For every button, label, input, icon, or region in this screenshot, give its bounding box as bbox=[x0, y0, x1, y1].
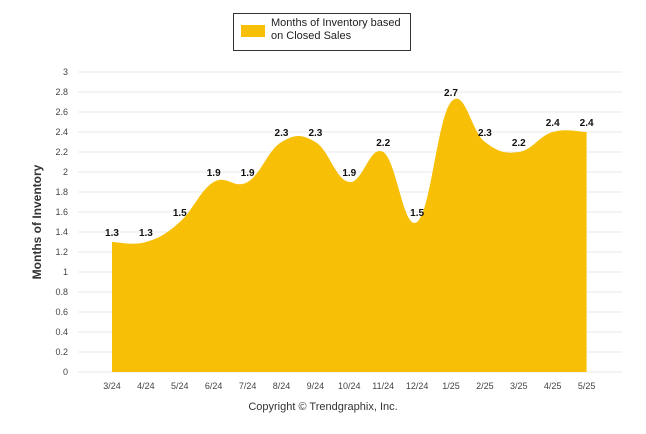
x-tick-label-3: 6/24 bbox=[205, 381, 223, 391]
data-point-7 bbox=[348, 181, 351, 184]
data-label-3: 1.9 bbox=[207, 168, 221, 179]
data-label-7: 1.9 bbox=[342, 168, 356, 179]
area-fill bbox=[112, 98, 587, 372]
data-point-0 bbox=[111, 241, 114, 244]
y-tick-label-0: 0 bbox=[63, 367, 68, 377]
data-point-13 bbox=[551, 131, 554, 134]
data-label-11: 2.3 bbox=[478, 128, 492, 139]
data-point-8 bbox=[382, 151, 385, 154]
data-label-13: 2.4 bbox=[546, 118, 560, 129]
data-point-14 bbox=[585, 131, 588, 134]
y-tick-label-1: 0.2 bbox=[55, 347, 68, 357]
y-axis-ticks: 0 0.2 0.4 0.6 0.8 1 1.2 1.4 1.6 1.8 2 2.2 2.4 2.6 2.8 3 bbox=[55, 67, 68, 377]
x-tick-label-0: 3/24 bbox=[103, 381, 121, 391]
legend-swatch bbox=[241, 25, 265, 37]
data-point-3 bbox=[212, 181, 215, 184]
legend-label-line1: Months of Inventory based bbox=[271, 17, 401, 29]
data-point-10 bbox=[450, 101, 453, 104]
y-tick-label-11: 2.2 bbox=[55, 147, 68, 157]
data-point-12 bbox=[517, 151, 520, 154]
x-axis-ticks: 3/24 4/24 5/24 6/24 7/24 8/24 9/24 10/24 11/24 12… bbox=[103, 381, 595, 391]
y-tick-label-5: 1 bbox=[63, 267, 68, 277]
y-tick-label-4: 0.8 bbox=[55, 287, 68, 297]
x-tick-label-10: 1/25 bbox=[442, 381, 460, 391]
y-tick-label-13: 2.6 bbox=[55, 107, 68, 117]
data-label-6: 2.3 bbox=[308, 128, 322, 139]
data-label-12: 2.2 bbox=[512, 138, 526, 149]
y-tick-label-14: 2.8 bbox=[55, 87, 68, 97]
data-label-2: 1.5 bbox=[173, 208, 187, 219]
copyright-footer: Copyright © Trendgraphix, Inc. bbox=[248, 401, 398, 413]
y-tick-label-2: 0.4 bbox=[55, 327, 68, 337]
x-tick-label-1: 4/24 bbox=[137, 381, 155, 391]
data-label-10: 2.7 bbox=[444, 88, 458, 99]
data-label-5: 2.3 bbox=[275, 128, 289, 139]
data-label-0: 1.3 bbox=[105, 228, 119, 239]
x-tick-label-11: 2/25 bbox=[476, 381, 494, 391]
data-point-4 bbox=[246, 181, 249, 184]
x-tick-label-13: 4/25 bbox=[544, 381, 562, 391]
data-point-9 bbox=[416, 221, 419, 224]
y-tick-label-3: 0.6 bbox=[55, 307, 68, 317]
data-label-1: 1.3 bbox=[139, 228, 153, 239]
y-tick-label-10: 2 bbox=[63, 167, 68, 177]
data-point-11 bbox=[483, 141, 486, 144]
y-tick-label-12: 2.4 bbox=[55, 127, 68, 137]
x-tick-label-14: 5/25 bbox=[578, 381, 596, 391]
data-label-14: 2.4 bbox=[580, 118, 594, 129]
x-tick-label-5: 8/24 bbox=[273, 381, 291, 391]
data-point-6 bbox=[314, 141, 317, 144]
data-label-8: 2.2 bbox=[376, 138, 390, 149]
data-labels: 1.3 1.3 1.5 1.9 1.9 2.3 2.3 1.9 2.2 1.5 2.7 2.3 2.2 2… bbox=[105, 88, 594, 239]
x-tick-label-4: 7/24 bbox=[239, 381, 257, 391]
x-tick-label-7: 10/24 bbox=[338, 381, 361, 391]
x-tick-label-6: 9/24 bbox=[307, 381, 325, 391]
y-tick-label-7: 1.4 bbox=[55, 227, 68, 237]
legend-label-line2: on Closed Sales bbox=[271, 30, 352, 42]
data-point-1 bbox=[144, 241, 147, 244]
y-tick-label-8: 1.6 bbox=[55, 207, 68, 217]
data-point-5 bbox=[280, 141, 283, 144]
x-tick-label-9: 12/24 bbox=[406, 381, 429, 391]
y-tick-label-15: 3 bbox=[63, 67, 68, 77]
y-tick-label-9: 1.8 bbox=[55, 187, 68, 197]
legend: Months of Inventory based on Closed Sale… bbox=[233, 13, 411, 51]
x-tick-label-12: 3/25 bbox=[510, 381, 528, 391]
data-label-9: 1.5 bbox=[410, 208, 424, 219]
data-label-4: 1.9 bbox=[241, 168, 255, 179]
x-tick-label-8: 11/24 bbox=[372, 381, 394, 391]
y-axis-title: Months of Inventory bbox=[30, 164, 44, 279]
data-point-2 bbox=[178, 221, 181, 224]
area-series bbox=[111, 98, 588, 372]
y-tick-label-6: 1.2 bbox=[55, 247, 68, 257]
x-tick-label-2: 5/24 bbox=[171, 381, 189, 391]
legend-label: Months of Inventory based on Closed Sale… bbox=[271, 17, 409, 43]
